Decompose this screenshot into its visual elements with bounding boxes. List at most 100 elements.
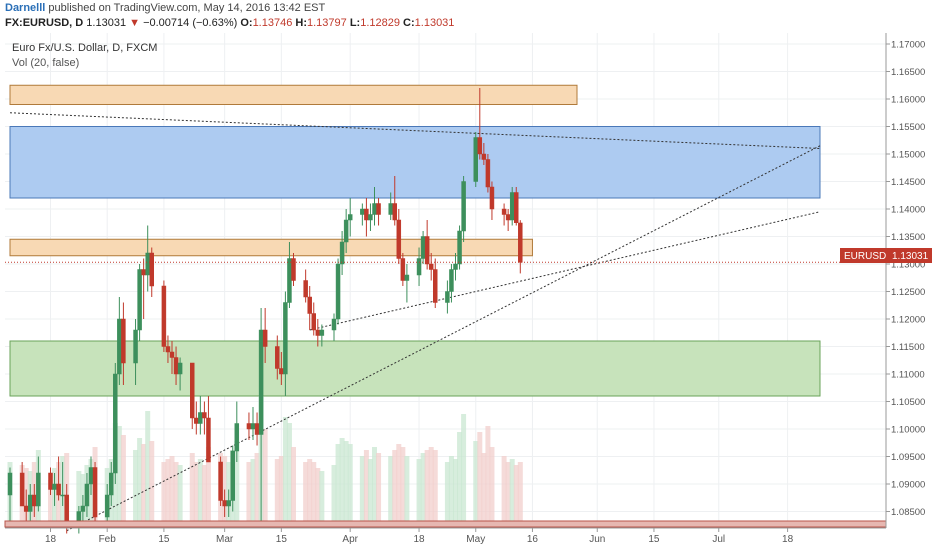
candle-body: [36, 472, 41, 507]
candle-body: [80, 505, 86, 512]
time-tick-label: 15: [276, 534, 288, 545]
volume-bar: [177, 465, 183, 522]
candle-body: [303, 280, 308, 298]
candle-body: [392, 203, 397, 221]
candle-body: [291, 258, 296, 281]
volume-bar: [457, 432, 463, 522]
volume-bar: [359, 456, 365, 522]
volume-bar: [254, 453, 260, 522]
volume-bar: [197, 459, 203, 522]
volume-bar: [513, 465, 519, 522]
candle-body: [28, 494, 33, 512]
candle-body: [250, 423, 256, 430]
volume-bar: [193, 462, 199, 522]
candle-body: [173, 357, 179, 375]
candle-body: [145, 252, 150, 276]
time-axis[interactable]: 18 Feb 15 Mar 15 Apr 18 May 16 Jun 15 Jul 18: [5, 527, 886, 545]
volume-bar: [262, 429, 268, 522]
candle-body: [347, 214, 353, 221]
candle-body: [149, 252, 154, 287]
candle-body: [376, 203, 381, 215]
down-arrow-icon: ▼: [129, 17, 141, 29]
candle-body: [84, 483, 90, 507]
volume-bar: [489, 447, 495, 522]
trendline: [9, 112, 821, 149]
price-tick-label: 1.11500: [891, 342, 925, 353]
candle-body: [198, 412, 203, 424]
candle-body: [258, 329, 264, 435]
volume-bar: [222, 456, 228, 522]
close-value: 1.13031: [414, 17, 455, 29]
candle-body: [360, 208, 365, 215]
candle-body: [400, 258, 406, 281]
price-tick-label: 1.16500: [891, 67, 925, 78]
volume-bar: [189, 453, 195, 522]
price-tick-label: 1.12500: [891, 287, 925, 298]
published-text: published on TradingView.com, May 14, 20…: [48, 2, 326, 14]
volume-bar: [517, 462, 523, 522]
orange-zone: [9, 84, 578, 105]
price-tick-label: 1.10000: [891, 425, 925, 436]
candle-body: [23, 505, 29, 512]
candle-body: [335, 263, 341, 320]
green-zone: [9, 340, 821, 397]
candle-body: [509, 192, 515, 221]
candle-body: [7, 472, 13, 496]
price-tag-symbol: EURUSD: [844, 251, 886, 262]
trendline: [66, 145, 821, 532]
volume-bar: [339, 438, 345, 522]
candle-body: [222, 500, 227, 507]
candle-body: [449, 269, 454, 292]
author-link[interactable]: Darnelll: [5, 2, 46, 14]
volume-bar: [331, 465, 337, 522]
volume-baseline-strip: [4, 520, 887, 528]
time-tick-label: 18: [45, 534, 57, 545]
volume-bar: [120, 435, 126, 522]
volume-bar: [432, 450, 438, 522]
candle-body: [52, 483, 57, 490]
price-tag-value: 1.13031: [892, 251, 929, 262]
candle-body: [461, 181, 466, 232]
symbol-label: FX:EURUSD, D: [5, 17, 84, 29]
candle-body: [121, 318, 126, 364]
chart-header: Darnelll published on TradingView.com, M…: [0, 0, 932, 32]
candle-body: [283, 302, 288, 375]
time-tick-label: Mar: [216, 534, 234, 545]
time-tick-label: Apr: [342, 534, 358, 545]
low-value: 1.12829: [360, 17, 400, 29]
zones: [9, 84, 821, 397]
candle-body: [319, 329, 325, 336]
candle-body: [190, 362, 195, 419]
volume-bar: [291, 447, 296, 522]
legend-title: Euro Fx/U.S. Dollar, D, FXCM: [12, 42, 157, 54]
volume-bar: [376, 453, 382, 522]
candle-body: [226, 500, 231, 507]
candle-body: [230, 450, 235, 501]
candle-body: [307, 296, 312, 314]
volume-bar: [473, 441, 479, 522]
volume-bar: [315, 468, 321, 522]
volume-bar: [501, 456, 507, 522]
time-tick-label: Jun: [589, 534, 605, 545]
trendlines[interactable]: [9, 112, 821, 532]
volume-bar: [335, 444, 341, 522]
volume-bar: [307, 459, 313, 522]
candle-body: [518, 222, 523, 263]
price-tick-label: 1.16000: [891, 95, 925, 106]
price-axis[interactable]: 1.17000 1.16500 1.16000 1.15500 1.15000 1.145…: [885, 33, 925, 528]
volume-bar: [234, 441, 240, 522]
candle-body: [428, 263, 434, 270]
volume-bar: [149, 441, 155, 522]
time-tick-label: 18: [413, 534, 425, 545]
volume-bar: [448, 456, 454, 522]
candle-body: [481, 153, 487, 160]
candle-body: [275, 346, 280, 369]
candle-body: [424, 236, 430, 265]
candle-body: [315, 329, 321, 336]
candle-body: [218, 461, 223, 501]
last-price: 1.13031: [86, 17, 127, 29]
price-tag: EURUSD 1.13031: [840, 248, 932, 263]
price-tick-label: 1.09000: [891, 480, 925, 491]
